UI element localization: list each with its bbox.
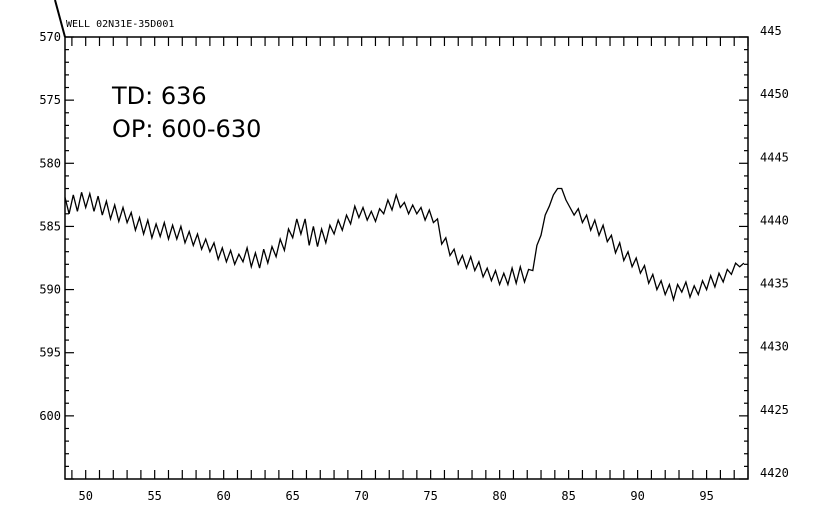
y-right-tick-label: 4445 [760,150,789,164]
x-tick-label: 75 [423,489,437,503]
y-left-tick-label: 600 [39,409,61,423]
x-tick-label: 55 [147,489,161,503]
annotation-op: OP: 600-630 [112,115,261,143]
plot-frame [64,36,749,480]
y-right-tick-label: 4420 [760,466,789,480]
y-left-tick-label: 585 [39,219,61,233]
y-right-tick-label: 4440 [760,213,789,227]
y-right-tick-label: 4435 [760,277,789,291]
y-left-tick-label: 580 [39,156,61,170]
x-tick-label: 60 [216,489,230,503]
x-tick-label: 95 [699,489,713,503]
y-left-tick-label: 595 [39,346,61,360]
y-right-tick-label: 445 [760,24,782,38]
y-right-tick-label: 4425 [760,403,789,417]
y-right-tick-label: 4450 [760,87,789,101]
x-tick-label: 80 [492,489,506,503]
x-tick-label: 90 [630,489,644,503]
chart-title: WELL 02N31E-35D001 [66,19,174,30]
x-tick-label: 50 [78,489,92,503]
x-tick-label: 65 [285,489,299,503]
annotation-td: TD: 636 [111,82,207,110]
labels-layer: 50 55 60 65 70 75 80 85 90 95 570 575 580 585 590 595 60… [39,24,789,503]
y-right-tick-label: 4430 [760,340,789,354]
y-left-tick-label: 575 [39,93,61,107]
y-left-tick-label: 570 [39,30,61,44]
series-line [64,187,745,303]
x-tick-label: 70 [354,489,368,503]
x-tick-label: 85 [561,489,575,503]
y-left-tick-label: 590 [39,283,61,297]
ticks-layer [65,36,749,480]
corner-stroke [54,0,66,38]
